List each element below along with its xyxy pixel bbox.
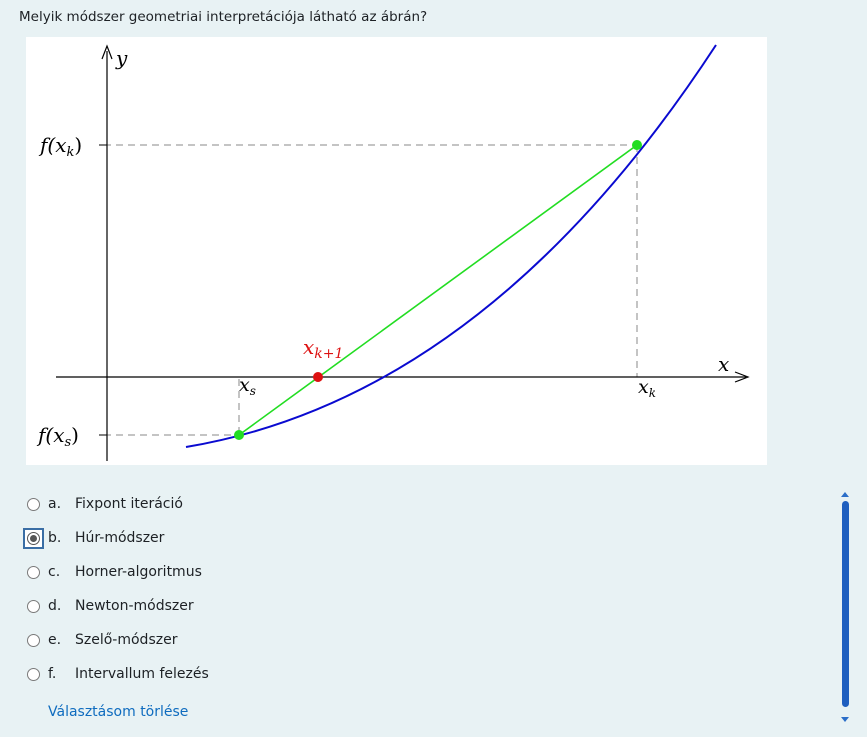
radio-b-selected[interactable] — [23, 527, 44, 549]
label-xk1: xk+1 — [303, 335, 343, 362]
point-xs — [234, 430, 244, 440]
option-label: Húr-módszer — [75, 530, 165, 546]
option-label: Intervallum felezés — [75, 666, 209, 682]
vertical-scrollbar[interactable] — [839, 489, 851, 725]
chord-line — [238, 144, 638, 436]
option-letter: a. — [48, 496, 62, 512]
option-label: Szelő-módszer — [75, 632, 178, 648]
radio-a[interactable] — [27, 497, 40, 511]
function-curve — [185, 44, 717, 448]
option-e[interactable]: e. Szelő-módszer — [26, 625, 326, 655]
option-letter: d. — [48, 598, 62, 614]
option-label: Fixpont iteráció — [75, 496, 183, 512]
option-label: Horner-algoritmus — [75, 564, 202, 580]
method-figure: y x f(xk) f(xs) xs xk xk+1 — [26, 37, 767, 465]
point-xk — [632, 140, 642, 150]
label-fxs: f(xs) — [36, 423, 79, 450]
scroll-thumb[interactable] — [842, 501, 849, 707]
question-text: Melyik módszer geometriai interpretációj… — [19, 9, 428, 25]
option-a[interactable]: a. Fixpont iteráció — [26, 489, 326, 519]
radio-e[interactable] — [27, 633, 40, 647]
radio-f[interactable] — [27, 667, 40, 681]
clear-choice-link[interactable]: Választásom törlése — [48, 704, 189, 720]
radio-c[interactable] — [27, 565, 40, 579]
y-axis-label: y — [115, 46, 128, 70]
scroll-up-arrow-icon[interactable] — [841, 492, 849, 497]
option-c[interactable]: c. Horner-algoritmus — [26, 557, 326, 587]
point-xk1 — [313, 372, 323, 382]
option-label: Newton-módszer — [75, 598, 194, 614]
option-letter: f. — [48, 666, 57, 682]
x-axis-arrow — [734, 371, 750, 383]
option-f[interactable]: f. Intervallum felezés — [26, 659, 326, 689]
option-letter: b. — [48, 530, 62, 546]
option-letter: c. — [48, 564, 61, 580]
label-xk: xk — [638, 376, 656, 400]
label-xs: xs — [239, 374, 256, 398]
x-axis-label: x — [718, 352, 729, 376]
figure-svg: y x f(xk) f(xs) xs xk xk+1 — [36, 44, 750, 461]
label-fxk: f(xk) — [38, 133, 82, 160]
option-b[interactable]: b. Húr-módszer — [23, 523, 326, 553]
scroll-down-arrow-icon[interactable] — [841, 717, 849, 722]
option-letter: e. — [48, 632, 62, 648]
option-d[interactable]: d. Newton-módszer — [26, 591, 326, 621]
radio-d[interactable] — [27, 599, 40, 613]
y-axis-arrow — [101, 44, 113, 60]
